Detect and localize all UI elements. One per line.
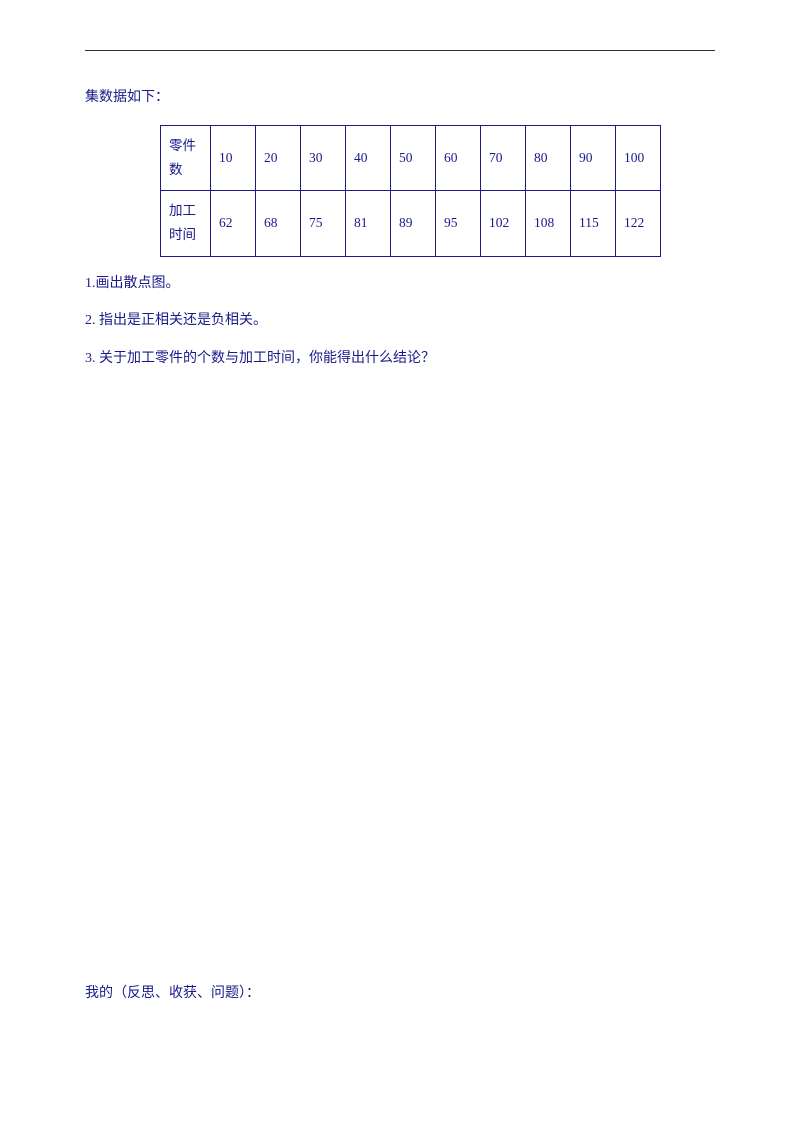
table-cell: 70 [481, 125, 526, 191]
table-cell: 108 [526, 191, 571, 257]
table-cell: 60 [436, 125, 481, 191]
data-table: 零件数 10 20 30 40 50 60 70 80 90 100 加工时间 … [160, 125, 661, 257]
table-cell: 62 [211, 191, 256, 257]
table-cell: 81 [346, 191, 391, 257]
horizontal-rule [85, 50, 715, 51]
table-cell: 10 [211, 125, 256, 191]
table-cell: 95 [436, 191, 481, 257]
table-cell: 89 [391, 191, 436, 257]
table-cell: 80 [526, 125, 571, 191]
table-row: 加工时间 62 68 75 81 89 95 102 108 115 122 [161, 191, 661, 257]
row-label: 加工时间 [161, 191, 211, 257]
table-cell: 75 [301, 191, 346, 257]
table-cell: 115 [571, 191, 616, 257]
table-cell: 50 [391, 125, 436, 191]
footer-text: 我的（反思、收获、问题）： [85, 982, 260, 1002]
question-1: 1.画出散点图。 [85, 267, 715, 301]
table-cell: 100 [616, 125, 661, 191]
table-cell: 30 [301, 125, 346, 191]
table-cell: 102 [481, 191, 526, 257]
table-cell: 122 [616, 191, 661, 257]
table-cell: 40 [346, 125, 391, 191]
question-3: 3. 关于加工零件的个数与加工时间，你能得出什么结论？ [85, 342, 715, 376]
table-cell: 20 [256, 125, 301, 191]
table-cell: 68 [256, 191, 301, 257]
row-label: 零件数 [161, 125, 211, 191]
table-row: 零件数 10 20 30 40 50 60 70 80 90 100 [161, 125, 661, 191]
intro-text: 集数据如下： [85, 81, 715, 115]
question-2: 2. 指出是正相关还是负相关。 [85, 304, 715, 338]
table-cell: 90 [571, 125, 616, 191]
